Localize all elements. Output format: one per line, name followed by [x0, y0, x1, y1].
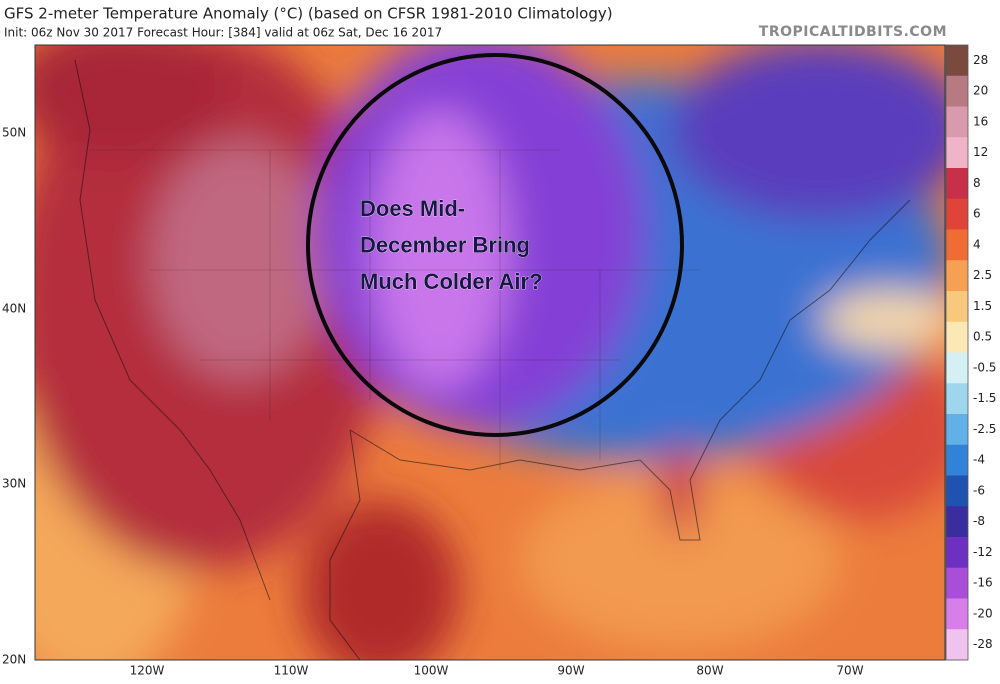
colorbar-frame: [945, 44, 969, 661]
colorbar-label: -0.5: [973, 360, 996, 374]
colorbar-label: -4: [973, 453, 985, 467]
annotation-line: Does Mid-: [360, 196, 465, 221]
latitude-labels: 50N 40N 30N 20N: [2, 126, 26, 667]
colorbar-swatch: [946, 506, 968, 538]
colorbar-label: 4: [973, 237, 981, 251]
latitude-label: 40N: [2, 302, 26, 316]
colorbar-label: -2.5: [973, 422, 996, 436]
map-field: [35, 45, 945, 660]
colorbar-swatch: [946, 137, 968, 169]
map-subtitle: Init: 06z Nov 30 2017 Forecast Hour: [38…: [4, 26, 442, 40]
colorbar-swatch: [946, 537, 968, 569]
colorbar-label: -16: [973, 576, 993, 590]
colorbar-swatch: [946, 291, 968, 323]
colorbar-label: -1.5: [973, 391, 996, 405]
colorbar-swatch: [946, 168, 968, 200]
colorbar-label: -6: [973, 483, 985, 497]
colorbar-label: 1.5: [973, 299, 992, 313]
colorbar-label: -20: [973, 606, 993, 620]
coastlines: [74, 59, 911, 660]
longitude-label: 90W: [557, 664, 584, 678]
site-name[interactable]: TROPICALTIDBITS.COM: [759, 24, 947, 40]
colorbar-swatch: [946, 106, 968, 138]
map-title: GFS 2-meter Temperature Anomaly (°C) (ba…: [4, 5, 613, 23]
colorbar: 28 20 16 12 8 6 4 2.5 1.5 0.5 -0.5 -1.5 -2.5 -4 -6 -8 -1…: [945, 44, 996, 661]
colorbar-swatch: [946, 352, 968, 384]
highlight-circle: [306, 53, 684, 437]
colorbar-swatch: [946, 414, 968, 446]
colorbar-label: -28: [973, 637, 993, 651]
longitude-label: 100W: [414, 664, 449, 678]
colorbar-swatch: [946, 383, 968, 415]
colorbar-swatch: [946, 321, 968, 353]
colorbar-label: -8: [973, 514, 985, 528]
colorbar-swatch: [946, 475, 968, 507]
latitude-label: 30N: [2, 477, 26, 491]
map-frame: [34, 44, 946, 661]
colorbar-label: 0.5: [973, 330, 992, 344]
colorbar-label: 6: [973, 207, 981, 221]
colorbar-swatch: [946, 567, 968, 599]
colorbar-swatch: [946, 260, 968, 292]
colorbar-label: 8: [973, 176, 981, 190]
annotation-line: December Bring: [360, 232, 530, 257]
state-borders: [90, 149, 700, 470]
colorbar-label: 20: [973, 84, 988, 98]
colorbar-label: -12: [973, 545, 993, 559]
annotation: Does Mid- December Bring Much Colder Air?: [360, 196, 543, 295]
colorbar-label: 2.5: [973, 268, 992, 282]
colorbar-swatch: [946, 629, 968, 661]
latitude-label: 20N: [2, 653, 26, 667]
longitude-label: 110W: [274, 664, 309, 678]
colorbar-swatch: [946, 45, 968, 77]
latitude-label: 50N: [2, 126, 26, 140]
colorbar-swatch: [946, 198, 968, 230]
anomaly-shading: [35, 45, 945, 660]
colorbar-swatch: [946, 75, 968, 107]
colorbar-label: 12: [973, 145, 988, 159]
colorbar-swatch: [946, 229, 968, 261]
longitude-label: 80W: [696, 664, 723, 678]
longitude-label: 120W: [130, 664, 165, 678]
colorbar-swatch: [946, 598, 968, 630]
colorbar-swatch: [946, 444, 968, 476]
annotation-line: Much Colder Air?: [360, 269, 543, 294]
longitude-label: 70W: [836, 664, 863, 678]
longitude-labels: 120W 110W 100W 90W 80W 70W: [130, 664, 864, 678]
colorbar-label: 16: [973, 114, 988, 128]
colorbar-label: 28: [973, 53, 988, 67]
